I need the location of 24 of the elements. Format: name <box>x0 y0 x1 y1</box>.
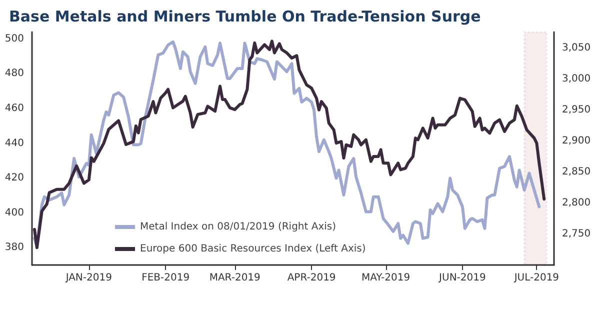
y-tick-label: 500 <box>4 33 24 44</box>
y2-tick-label: 3,000 <box>562 74 591 85</box>
legend-label: Europe 600 Basic Resources Index (Left Axis) <box>140 244 366 254</box>
x-tick-label: JUL-2019 <box>513 272 560 284</box>
y2-tick-label: 2,800 <box>562 198 591 209</box>
y2-tick-label: 2,850 <box>562 166 591 178</box>
y-tick-label: 380 <box>4 242 24 254</box>
legend-label: Metal Index on 08/01/2019 (Right Axis) <box>140 222 336 232</box>
x-tick-label: JUN-2019 <box>438 272 486 284</box>
y-tick-label: 460 <box>4 103 24 114</box>
y2-tick-label: 3,050 <box>562 42 591 54</box>
y2-tick-label: 2,750 <box>562 228 591 240</box>
y-tick-label: 400 <box>4 207 24 218</box>
y-tick-label: 420 <box>4 172 24 184</box>
y2-tick-label: 2,950 <box>562 104 591 116</box>
x-tick-label: JAN-2019 <box>64 272 112 284</box>
y-tick-label: 440 <box>4 138 24 149</box>
x-tick-label: MAR-2019 <box>209 272 260 284</box>
x-tick-label: APR-2019 <box>287 272 336 284</box>
chart-title: Base Metals and Miners Tumble On Trade-Tension Surge <box>9 8 481 26</box>
x-tick-label: MAY-2019 <box>361 272 410 284</box>
x-tick-label: FEB-2019 <box>142 272 190 284</box>
y2-tick-label: 2,900 <box>562 136 591 147</box>
y-tick-label: 480 <box>4 68 24 80</box>
